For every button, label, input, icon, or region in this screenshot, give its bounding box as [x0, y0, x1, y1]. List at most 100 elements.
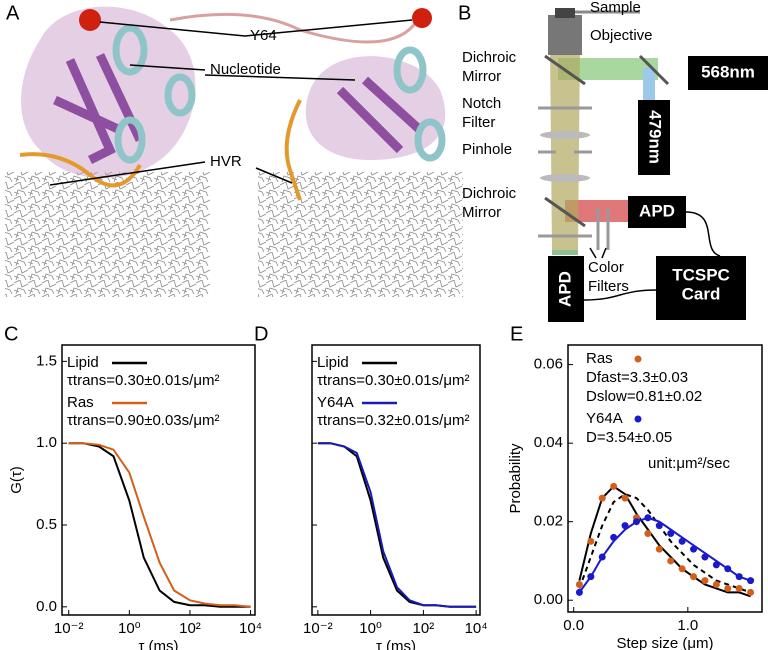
setup-label: Mirror: [462, 68, 501, 85]
data-point: [621, 494, 629, 502]
y-tick-label: 0.5: [36, 516, 57, 533]
data-point: [655, 545, 663, 553]
membrane: [5, 172, 210, 297]
legend-text: Dslow=0.81±0.02: [586, 388, 702, 405]
data-point: [701, 553, 709, 561]
box-label: TCSPC: [672, 265, 730, 284]
data-point: [678, 565, 686, 573]
objective: [555, 8, 575, 18]
loop: [169, 12, 422, 44]
legend-label: Lipid: [67, 354, 99, 371]
data-point: [667, 529, 675, 537]
box-label: APD: [555, 271, 574, 307]
setup-label: Dichroic: [462, 49, 517, 66]
data-point: [575, 581, 583, 589]
data-point: [712, 581, 720, 589]
data-point: [678, 537, 686, 545]
plot-frame: [311, 344, 481, 616]
data-point: [712, 561, 720, 569]
legend-label: Lipid: [317, 354, 349, 371]
data-point: [735, 584, 743, 592]
y-axis-label: Probability: [507, 443, 524, 514]
data-point: [587, 537, 595, 545]
y-axis-label: G(τ): [8, 466, 25, 494]
setup-label: Pinhole: [462, 141, 512, 158]
cable: [583, 211, 721, 301]
panel-b-art: [538, 8, 768, 322]
protein: [21, 6, 196, 179]
box-label: Card: [682, 284, 721, 303]
data-point: [724, 584, 732, 592]
setup-label: Color: [588, 259, 624, 276]
protein-sheet: [53, 53, 145, 165]
series-line: [68, 442, 251, 608]
data-point: [747, 588, 755, 596]
box-label: APD: [639, 201, 675, 220]
x-tick-label: 10⁰: [118, 620, 141, 637]
fit-line: [578, 493, 751, 594]
setup-label: Objective: [590, 27, 653, 44]
data-point: [655, 522, 663, 530]
data-point: [690, 573, 698, 581]
lens: [540, 174, 590, 182]
box-label: 568nm: [701, 62, 755, 81]
y-tick-label: 0.00: [534, 591, 563, 608]
x-tick-label: 1.0: [677, 617, 698, 634]
series-line: [68, 442, 251, 608]
legend-label: Ras: [67, 394, 94, 411]
legend-label: Y64A: [586, 410, 623, 427]
y-tick-label: 0.0: [36, 598, 57, 615]
protein-helix: [114, 116, 146, 164]
x-tick-label: 0.0: [563, 617, 584, 634]
x-tick-label: 10⁴: [465, 620, 488, 637]
data-point: [610, 482, 618, 490]
box: [656, 256, 746, 320]
mirror: [544, 54, 670, 228]
x-tick-label: 10⁴: [239, 620, 262, 637]
setup-label: Sample: [590, 0, 641, 16]
lens: [540, 131, 590, 139]
callout-label: Y64: [250, 27, 277, 44]
y-tick-label: 1.0: [36, 434, 57, 451]
data-point: [690, 545, 698, 553]
legend-text: τtrans=0.30±0.01s/μm²: [317, 372, 469, 389]
panel-label: E: [510, 323, 523, 345]
protein-helix: [414, 118, 446, 162]
box: [638, 100, 670, 175]
fit-line: [578, 516, 751, 593]
legend-text: τtrans=0.30±0.01s/μm²: [67, 372, 219, 389]
beam-column: [552, 250, 578, 255]
legend-label: Ras: [586, 350, 613, 367]
data-point: [632, 518, 640, 526]
x-tick-label: 10⁰: [359, 620, 382, 637]
legend-text: τtrans=0.90±0.03s/μm²: [67, 412, 219, 429]
panel-label: C: [4, 323, 18, 345]
color-filter: [596, 208, 610, 250]
data-point: [598, 553, 606, 561]
fit-line: [578, 485, 751, 598]
panel-label: D: [254, 323, 268, 345]
y-tick-label: 0.02: [534, 513, 563, 530]
box: [628, 196, 686, 228]
plot-frame: [567, 344, 763, 613]
panel-a-art: [5, 6, 463, 297]
data-point: [587, 573, 595, 581]
hvr: [284, 99, 302, 201]
unit-note: unit:μm²/sec: [648, 455, 730, 472]
data-point: [610, 533, 618, 541]
data-point: [747, 577, 755, 585]
callout-line: [49, 19, 413, 186]
panel-label: B: [458, 2, 471, 24]
protein-helix: [164, 73, 196, 117]
data-point: [644, 514, 652, 522]
data-point: [724, 565, 732, 573]
box-label: 479nm: [646, 110, 665, 164]
x-axis-label: Step size (μm): [617, 635, 714, 650]
y-tick-label: 0.06: [534, 356, 563, 373]
y64-residue: [79, 9, 101, 31]
setup-label: Notch: [462, 95, 501, 112]
setup-label: Dichroic: [462, 185, 517, 202]
setup-label: Mirror: [462, 204, 501, 221]
callout-label: HVR: [210, 153, 242, 170]
legend-text: D=3.54±0.05: [586, 429, 672, 446]
